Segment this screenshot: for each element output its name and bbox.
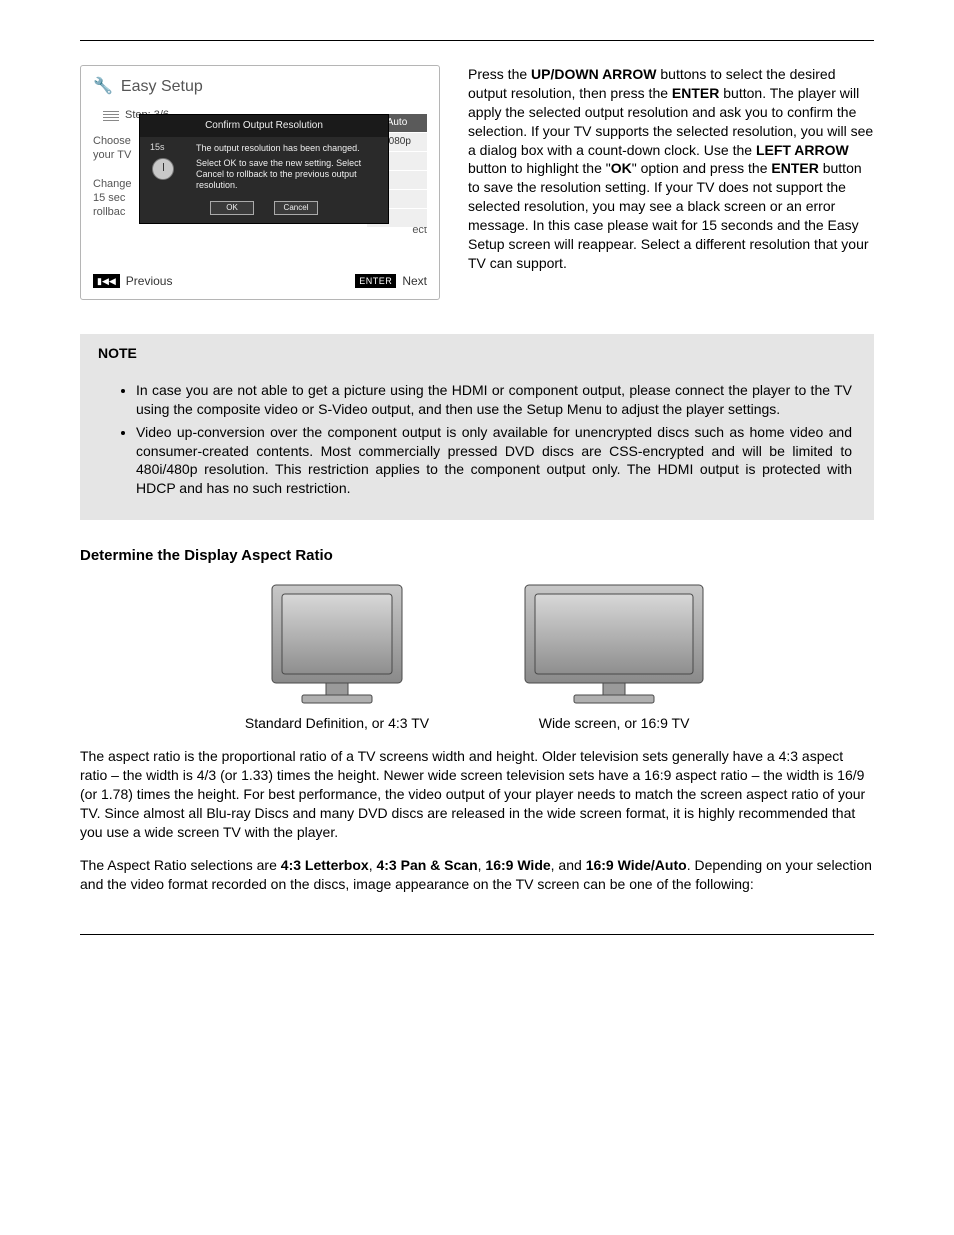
note-box: NOTE In case you are not able to get a p… bbox=[80, 334, 874, 520]
enter-key-icon: ENTER bbox=[355, 274, 396, 288]
tv-figure-16-9: Wide screen, or 16:9 TV bbox=[519, 580, 709, 733]
aspect-paragraph-1: The aspect ratio is the proportional rat… bbox=[80, 747, 874, 841]
dialog-msg-1: The output resolution has been changed. bbox=[196, 143, 360, 153]
dialog-msg-2: Select OK to save the new setting. Selec… bbox=[196, 158, 361, 191]
top-rule bbox=[80, 40, 874, 41]
clock-icon bbox=[152, 158, 174, 180]
aspect-paragraph-2: The Aspect Ratio selections are 4:3 Lett… bbox=[80, 856, 874, 894]
instruction-paragraph: Press the UP/DOWN ARROW buttons to selec… bbox=[468, 65, 874, 273]
note-heading: NOTE bbox=[80, 334, 874, 381]
tv-16-9-caption: Wide screen, or 16:9 TV bbox=[519, 714, 709, 733]
note-item: In case you are not able to get a pictur… bbox=[136, 381, 852, 419]
panel-title: Easy Setup bbox=[121, 76, 203, 98]
confirm-dialog: Confirm Output Resolution 15s The output… bbox=[139, 114, 389, 224]
step-icon bbox=[103, 109, 119, 121]
ok-button[interactable]: OK bbox=[210, 201, 254, 215]
cancel-button[interactable]: Cancel bbox=[274, 201, 318, 215]
tv-figure-4-3: Standard Definition, or 4:3 TV bbox=[245, 580, 429, 733]
tv-4-3-icon bbox=[262, 580, 412, 710]
bottom-rule bbox=[80, 934, 874, 935]
dialog-title: Confirm Output Resolution bbox=[140, 115, 388, 137]
tv-4-3-caption: Standard Definition, or 4:3 TV bbox=[245, 714, 429, 733]
aspect-ratio-heading: Determine the Display Aspect Ratio bbox=[80, 546, 874, 566]
left-clipped-text: Choose your TV Change 15 sec rollbac bbox=[93, 134, 143, 220]
note-item: Video up-conversion over the component o… bbox=[136, 423, 852, 499]
wrench-icon: 🔧 bbox=[93, 76, 113, 98]
tv-16-9-icon bbox=[519, 580, 709, 710]
countdown-timer: 15s bbox=[150, 141, 165, 153]
next-label: Next bbox=[402, 273, 427, 289]
prev-key-icon: ▮◀◀ bbox=[93, 274, 120, 288]
easy-setup-screenshot: 🔧 Easy Setup Step: 3/6 Choose your TV Ch… bbox=[80, 65, 440, 300]
prev-label: Previous bbox=[126, 273, 173, 289]
